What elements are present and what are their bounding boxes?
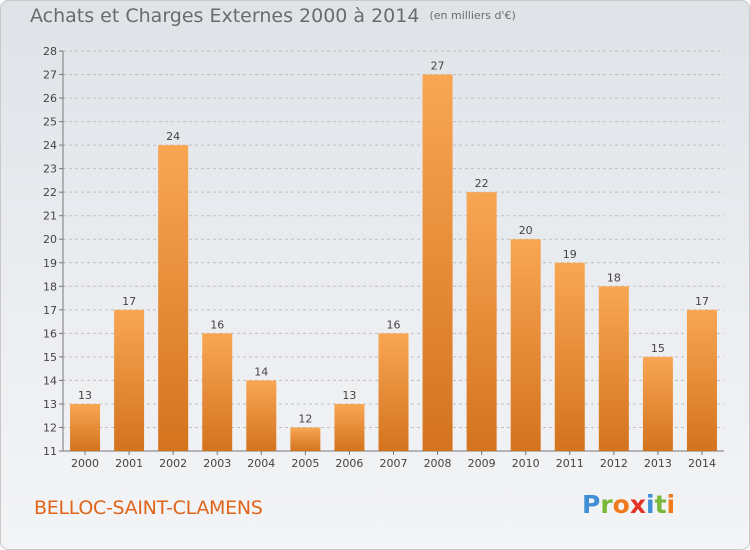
bar-2007	[378, 333, 409, 451]
x-tick-label: 2012	[600, 457, 628, 470]
x-tick-label: 2014	[688, 457, 716, 470]
logo-letter: x	[629, 490, 646, 519]
data-label: 20	[519, 224, 533, 237]
labels: 11 12 13 14 15 16 17 18 19 20 21 22 23 24 25 26 27 28 2000…	[43, 45, 716, 470]
bar-2009	[466, 192, 497, 452]
bar-2002	[158, 145, 189, 451]
x-tick-label: 2011	[556, 457, 584, 470]
y-tick-label: 17	[43, 304, 57, 317]
x-tick-label: 2008	[424, 457, 452, 470]
y-tick-label: 22	[43, 186, 57, 199]
bar-2014	[686, 309, 717, 451]
logo-letter: i	[666, 490, 676, 519]
chart-subtitle: (en milliers d'€)	[429, 9, 516, 22]
data-label: 16	[387, 318, 401, 331]
logo-letter: P	[582, 490, 601, 519]
data-label: 18	[607, 271, 621, 284]
bar-2003	[202, 333, 233, 451]
y-tick-label: 19	[43, 257, 57, 270]
bars	[70, 74, 717, 452]
data-label: 17	[695, 295, 709, 308]
y-tick-label: 28	[43, 45, 57, 58]
x-tick-label: 2013	[644, 457, 672, 470]
y-tick-label: 13	[43, 398, 57, 411]
bar-2000	[70, 403, 101, 451]
bar-2012	[598, 286, 629, 451]
y-tick-label: 18	[43, 280, 57, 293]
y-tick-label: 27	[43, 69, 57, 82]
y-tick-label: 16	[43, 327, 57, 340]
data-label: 12	[298, 412, 312, 425]
data-label: 19	[563, 248, 577, 261]
bar-2010	[510, 239, 541, 451]
chart-title: Achats et Charges Externes 2000 à 2014 (e…	[30, 5, 516, 27]
y-tick-label: 15	[43, 351, 57, 364]
x-tick-label: 2001	[115, 457, 143, 470]
x-tick-label: 2002	[159, 457, 187, 470]
logo-letter: o	[612, 490, 630, 519]
data-label: 16	[210, 318, 224, 331]
bar-2013	[642, 356, 673, 451]
y-tick-label: 21	[43, 210, 57, 223]
x-tick-label: 2007	[380, 457, 408, 470]
y-tick-label: 20	[43, 233, 57, 246]
y-tick-label: 23	[43, 163, 57, 176]
logo-letter: i	[646, 490, 655, 519]
bar-2004	[246, 380, 277, 451]
bar-2011	[554, 262, 585, 451]
bar-2001	[114, 309, 145, 451]
x-tick-label: 2010	[512, 457, 540, 470]
y-tick-label: 11	[43, 445, 57, 458]
bar-2005	[290, 427, 321, 451]
proxiti-logo: Proxiti	[582, 490, 675, 519]
data-label: 13	[342, 389, 356, 402]
data-label: 24	[166, 130, 180, 143]
data-label: 27	[431, 60, 445, 73]
x-tick-label: 2005	[291, 457, 319, 470]
x-tick-label: 2004	[247, 457, 275, 470]
data-label: 13	[78, 389, 92, 402]
x-tick-label: 2003	[203, 457, 231, 470]
data-label: 14	[254, 365, 268, 378]
chart-title-text: Achats et Charges Externes 2000 à 2014	[30, 5, 420, 27]
bar-2008	[422, 74, 453, 451]
y-tick-label: 26	[43, 92, 57, 105]
x-tick-label: 2006	[335, 457, 363, 470]
y-tick-label: 24	[43, 139, 57, 152]
data-label: 17	[122, 295, 136, 308]
logo-letter: t	[654, 490, 667, 519]
data-label: 22	[475, 177, 489, 190]
x-tick-label: 2000	[71, 457, 99, 470]
logo-letter: r	[600, 490, 613, 519]
bar-2006	[334, 403, 365, 451]
x-tick-label: 2009	[468, 457, 496, 470]
y-tick-label: 12	[43, 421, 57, 434]
location-name: BELLOC-SAINT-CLAMENS	[34, 497, 263, 519]
y-tick-label: 14	[43, 374, 57, 387]
data-label: 15	[651, 342, 665, 355]
y-tick-label: 25	[43, 116, 57, 129]
